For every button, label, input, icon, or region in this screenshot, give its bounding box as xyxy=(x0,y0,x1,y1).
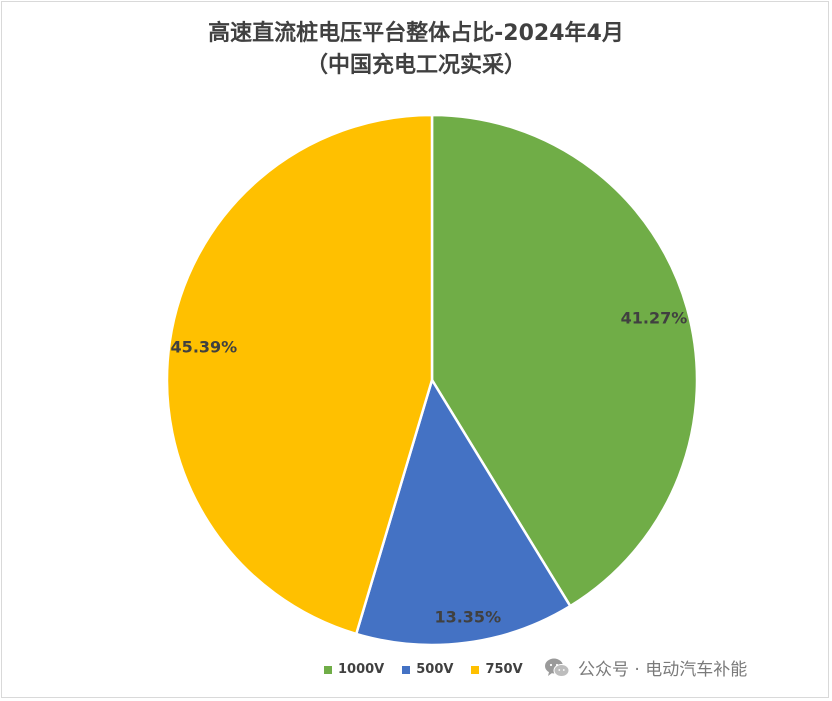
chart-title-line2: （中国充电工况实采） xyxy=(305,53,526,78)
pie-slice-500v xyxy=(354,378,572,647)
watermark-text: 公众号 · 电动汽车补能 xyxy=(578,660,748,680)
pie-labels: 41.27% 13.35% 45.39% xyxy=(171,309,688,627)
wechat-icon xyxy=(545,658,570,677)
pie-slices xyxy=(165,113,699,647)
legend: 1000V 500V 750V xyxy=(324,662,523,677)
watermark: 公众号 · 电动汽车补能 xyxy=(544,655,747,680)
data-label-1000v: 41.27% xyxy=(621,309,688,328)
legend-label: 1000V xyxy=(338,662,385,677)
legend-item-1000v: 1000V xyxy=(324,662,384,677)
legend-label: 500V xyxy=(416,662,454,677)
data-label-500v: 13.35% xyxy=(434,608,501,627)
data-label-750v: 45.39% xyxy=(171,338,238,357)
chart-title: 高速直流桩电压平台整体占比-2024年4月 （中国充电工况实采） xyxy=(0,18,832,82)
legend-swatch xyxy=(471,665,480,674)
pie-slice-750v xyxy=(165,113,434,636)
legend-item-500v: 500V xyxy=(402,662,453,677)
pie-slice-1000v xyxy=(430,113,699,608)
legend-swatch xyxy=(402,665,411,674)
legend-swatch xyxy=(324,665,332,674)
legend-item-750v: 750V xyxy=(471,662,523,677)
legend-label: 750V xyxy=(485,662,523,677)
chart-title-line1: 高速直流桩电压平台整体占比-2024年4月 xyxy=(208,21,624,46)
